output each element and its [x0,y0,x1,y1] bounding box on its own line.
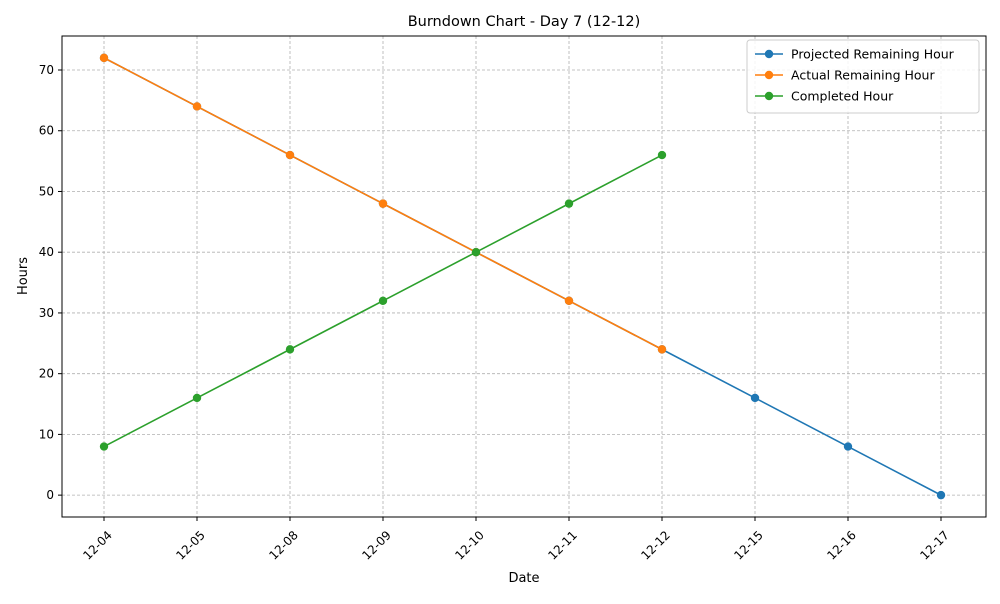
data-point-series-3 [657,150,667,160]
legend-entry-label: Completed Hour [791,89,894,104]
x-axis-label: Date [508,571,539,586]
data-point-series-2 [657,345,667,354]
data-point-series-3 [192,393,202,403]
series-layer [99,53,946,500]
y-tick-label: 50 [39,184,54,198]
data-point-series-3 [378,296,388,305]
data-point-series-2 [192,102,202,111]
legend-entry-label: Actual Remaining Hour [791,68,935,83]
data-point-series-2 [564,296,574,305]
y-tick-label: 70 [39,63,54,77]
legend-swatch-marker [764,70,774,80]
data-point-series-1 [936,490,946,500]
data-point-series-2 [378,199,388,208]
y-tick-label: 40 [39,245,54,259]
y-axis-label: Hours [16,257,31,295]
legend: Projected Remaining Hour Actual Remaining… [746,39,980,114]
legend-swatch-marker [764,49,774,59]
chart-title: Burndown Chart - Day 7 (12-12) [408,14,641,30]
data-point-series-2 [285,150,295,160]
data-point-series-3 [564,199,574,208]
data-point-series-3 [99,442,109,451]
y-tick-label: 10 [39,427,54,441]
legend-swatch-marker [764,91,774,101]
legend-entry-label: Projected Remaining Hour [791,47,955,62]
data-point-series-3 [285,345,295,354]
data-point-series-1 [843,442,853,451]
legend-box [746,39,980,114]
plot-frame [61,35,987,518]
y-tick-label: 60 [39,124,54,138]
data-point-series-1 [750,393,760,403]
y-tick-label: 30 [39,306,54,320]
y-tick-label: 20 [39,367,54,381]
y-tick-label: 0 [46,488,54,502]
data-point-series-2 [99,53,109,63]
data-point-series-3 [471,248,481,257]
